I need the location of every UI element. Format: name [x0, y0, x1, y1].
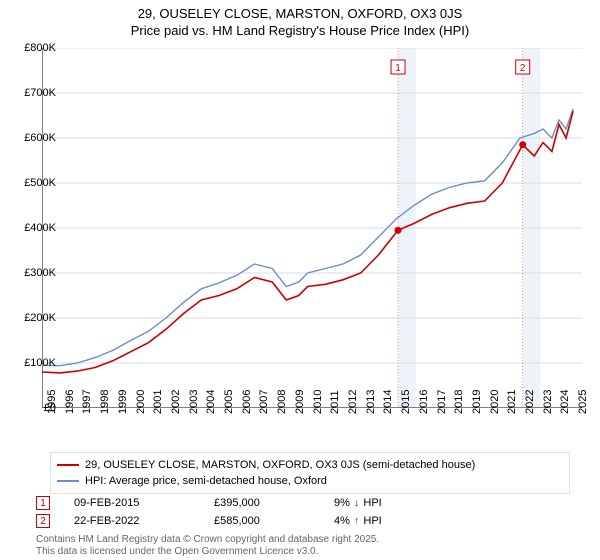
- transaction-date: 22-FEB-2022: [74, 515, 214, 527]
- transaction-delta: 4% ↑ HPI: [334, 515, 434, 527]
- x-tick-label: 2004: [205, 390, 217, 414]
- x-tick-label: 2022: [524, 390, 536, 414]
- x-tick-label: 2005: [223, 390, 235, 414]
- footer-line-1: Contains HM Land Registry data © Crown c…: [36, 534, 379, 546]
- x-tick-label: 1996: [64, 390, 76, 414]
- transactions-table: 1 09-FEB-2015£395,0009% ↓ HPI 2 22-FEB-2022…: [36, 494, 434, 530]
- legend-label: HPI: Average price, semi-detached house,…: [85, 475, 327, 487]
- transaction-delta: 9% ↓ HPI: [334, 497, 434, 509]
- x-tick-label: 1995: [46, 390, 58, 414]
- x-tick-label: 2025: [577, 390, 589, 414]
- x-tick-label: 2019: [471, 390, 483, 414]
- transaction-price: £395,000: [214, 497, 334, 509]
- legend: 29, OUSELEY CLOSE, MARSTON, OXFORD, OX3 …: [50, 452, 570, 494]
- x-tick-label: 2007: [258, 390, 270, 414]
- legend-label: 29, OUSELEY CLOSE, MARSTON, OXFORD, OX3 …: [85, 459, 475, 471]
- x-tick-label: 2016: [418, 390, 430, 414]
- x-tick-label: 2008: [276, 390, 288, 414]
- legend-item: 29, OUSELEY CLOSE, MARSTON, OXFORD, OX3 …: [57, 457, 563, 473]
- x-tick-label: 2003: [188, 390, 200, 414]
- x-tick-label: 2020: [489, 390, 501, 414]
- transaction-row: 1 09-FEB-2015£395,0009% ↓ HPI: [36, 494, 434, 512]
- x-tick-label: 2006: [241, 390, 253, 414]
- x-tick-label: 2014: [382, 390, 394, 414]
- title-line-1: 29, OUSELEY CLOSE, MARSTON, OXFORD, OX3 …: [0, 6, 600, 21]
- transaction-marker: 1: [36, 496, 50, 510]
- x-tick-label: 2018: [453, 390, 465, 414]
- x-tick-label: 2013: [365, 390, 377, 414]
- transaction-date: 09-FEB-2015: [74, 497, 214, 509]
- chart-plot-area: 12: [42, 48, 582, 408]
- y-tick-label: £300K: [24, 267, 56, 279]
- x-tick-label: 2017: [436, 390, 448, 414]
- x-tick-label: 1997: [81, 390, 93, 414]
- x-tick-label: 2002: [170, 390, 182, 414]
- x-tick-label: 2001: [152, 390, 164, 414]
- transaction-price: £585,000: [214, 515, 334, 527]
- x-tick-label: 2009: [294, 390, 306, 414]
- x-tick-label: 2015: [400, 390, 412, 414]
- y-tick-label: £200K: [24, 312, 56, 324]
- chart-svg: 12: [42, 48, 582, 408]
- x-tick-label: 1999: [117, 390, 129, 414]
- x-tick-label: 1998: [99, 390, 111, 414]
- svg-text:2: 2: [520, 63, 526, 74]
- chart-title: 29, OUSELEY CLOSE, MARSTON, OXFORD, OX3 …: [0, 0, 600, 38]
- svg-text:1: 1: [395, 63, 401, 74]
- x-tick-label: 2011: [329, 390, 341, 414]
- y-tick-label: £700K: [24, 87, 56, 99]
- footer-attribution: Contains HM Land Registry data © Crown c…: [36, 534, 379, 558]
- legend-swatch: [57, 480, 79, 482]
- x-tick-label: 2021: [506, 390, 518, 414]
- y-tick-label: £500K: [24, 177, 56, 189]
- y-tick-label: £800K: [24, 42, 56, 54]
- transaction-row: 2 22-FEB-2022£585,0004% ↑ HPI: [36, 512, 434, 530]
- transaction-marker: 2: [36, 514, 50, 528]
- y-tick-label: £400K: [24, 222, 56, 234]
- title-line-2: Price paid vs. HM Land Registry's House …: [0, 23, 600, 38]
- legend-swatch: [57, 464, 79, 466]
- x-tick-label: 2000: [135, 390, 147, 414]
- x-tick-label: 2023: [542, 390, 554, 414]
- y-tick-label: £600K: [24, 132, 56, 144]
- x-tick-label: 2012: [347, 390, 359, 414]
- x-tick-label: 2010: [312, 390, 324, 414]
- y-tick-label: £100K: [24, 357, 56, 369]
- x-tick-label: 2024: [559, 390, 571, 414]
- footer-line-2: This data is licensed under the Open Gov…: [36, 546, 379, 558]
- legend-item: HPI: Average price, semi-detached house,…: [57, 473, 563, 489]
